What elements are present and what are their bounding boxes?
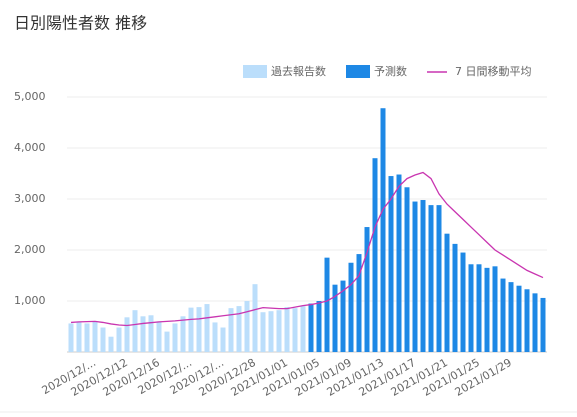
bar [196,307,202,352]
bar [372,158,378,352]
bar [204,304,210,352]
y-tick-label: 3,000 [14,192,46,205]
bar [332,284,338,352]
bar [236,306,242,352]
bar [500,278,506,352]
bar [308,303,314,352]
bar [420,200,426,352]
bar [428,205,434,352]
bar [380,108,386,352]
bar [492,266,498,352]
bar [508,282,514,352]
bar [172,323,178,352]
bar [396,174,402,352]
bar [340,280,346,352]
bar [300,306,306,352]
bar [108,336,114,352]
legend-swatch [346,65,370,78]
bar [148,315,154,352]
y-tick-label: 5,000 [14,90,46,103]
y-tick-label: 4,000 [14,141,46,154]
bar [364,227,370,352]
moving-average-line [70,171,544,327]
bar [524,289,530,352]
bar [132,310,138,352]
bar [452,243,458,352]
bar [388,176,394,352]
bar [516,285,522,352]
bar [244,301,250,352]
legend-swatch [243,65,267,78]
bar [76,322,82,352]
legend-label: 過去報告数 [271,65,326,78]
bar [156,321,162,352]
bar [468,264,474,352]
bar [404,187,410,352]
y-tick-label: 2,000 [14,243,46,256]
bar [180,316,186,352]
bar [356,254,362,352]
bar [316,301,322,352]
bar [532,293,538,352]
bar [252,284,258,352]
bar [140,316,146,352]
bar [412,201,418,352]
bar [228,308,234,352]
bar [460,252,466,352]
chart-title: 日別陽性者数 推移 [14,14,147,33]
bar [484,267,490,352]
bar [284,307,290,352]
bar [212,322,218,352]
bar [476,264,482,352]
bar [164,331,170,352]
bar [100,327,106,352]
legend-label: 予測数 [374,64,407,78]
bar [220,327,226,352]
bar [292,308,298,352]
bar [276,310,282,352]
bar [444,233,450,352]
bar [540,297,546,352]
bar [188,307,194,352]
legend-label: 7 日間移動平均 [455,64,532,78]
bar [324,257,330,352]
bar [436,205,442,352]
bar [268,311,274,352]
y-tick-label: 1,000 [14,294,46,307]
bar [116,327,122,352]
bar [68,323,74,352]
bar [124,317,130,352]
bar [92,321,98,352]
bar [260,312,266,352]
bar [84,323,90,352]
bar [348,262,354,352]
